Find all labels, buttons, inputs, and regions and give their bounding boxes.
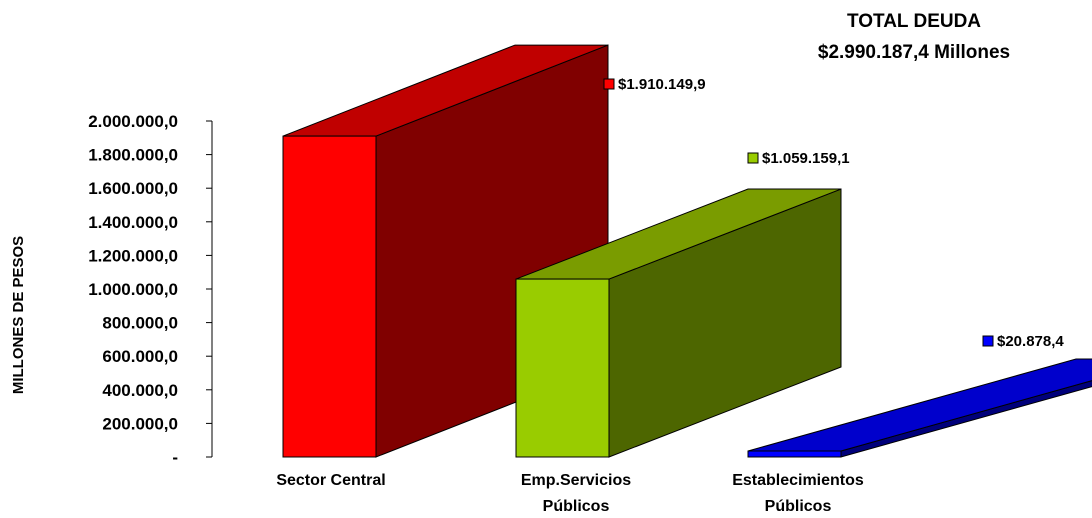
bar-front bbox=[747, 450, 842, 458]
x-axis-categories: Sector Central Emp.Servicios Públicos Estab… bbox=[276, 472, 864, 515]
chart-subtitle: $2.990.187,4 Millones bbox=[817, 42, 1011, 63]
y-tick-label: - bbox=[172, 448, 178, 467]
value-label: $1.059.159,1 bbox=[762, 150, 850, 167]
chart-title-block: TOTAL DEUDA $2.990.187,4 Millones bbox=[784, 6, 1044, 68]
bar-2 bbox=[515, 188, 842, 458]
bars bbox=[282, 44, 1092, 458]
x-category-label: Públicos bbox=[765, 498, 832, 515]
y-tick-label: 800.000,0 bbox=[102, 314, 178, 333]
y-tick-label: 400.000,0 bbox=[102, 381, 178, 400]
bar-3 bbox=[747, 358, 1092, 458]
value-labels: $1.910.149,9 $1.059.159,1 $20.878,4 bbox=[603, 76, 1064, 350]
y-tick-label: 200.000,0 bbox=[102, 414, 178, 433]
bar-front bbox=[282, 135, 377, 458]
y-tick-label: 1.200.000,0 bbox=[88, 246, 178, 265]
chart-title: TOTAL DEUDA bbox=[846, 11, 982, 32]
value-label-marker bbox=[603, 78, 615, 90]
x-category-label: Emp.Servicios bbox=[521, 472, 631, 489]
y-tick-label: 1.800.000,0 bbox=[88, 146, 178, 165]
y-tick-label: 600.000,0 bbox=[102, 347, 178, 366]
y-tick-label: 1.600.000,0 bbox=[88, 179, 178, 198]
value-label: $20.878,4 bbox=[997, 333, 1064, 350]
y-tick-label: 1.400.000,0 bbox=[88, 213, 178, 232]
y-axis-label: MILLONES DE PESOS bbox=[10, 236, 27, 394]
x-category-label: Sector Central bbox=[276, 472, 385, 489]
value-label-marker bbox=[982, 335, 994, 347]
bar-front bbox=[515, 278, 610, 458]
value-label-marker bbox=[747, 152, 759, 164]
y-axis: - 200.000,0 400.000,0 600.000,0 800.000,0 1.0… bbox=[88, 112, 213, 467]
value-label: $1.910.149,9 bbox=[618, 76, 706, 93]
y-tick-label: 2.000.000,0 bbox=[88, 112, 178, 131]
x-category-label: Establecimientos bbox=[732, 472, 864, 489]
x-category-label: Públicos bbox=[543, 498, 610, 515]
y-tick-label: 1.000.000,0 bbox=[88, 280, 178, 299]
